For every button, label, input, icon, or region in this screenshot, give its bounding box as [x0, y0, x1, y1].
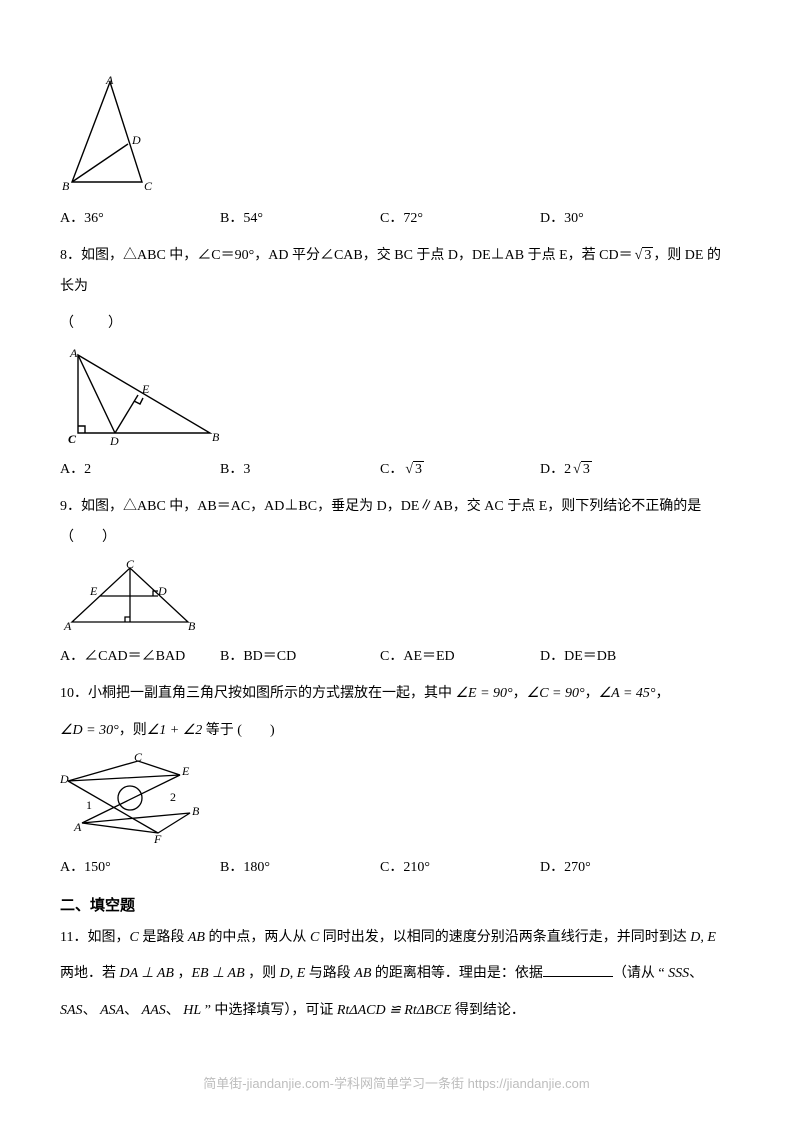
- q8-opt-d: D．23: [540, 458, 592, 478]
- page-root: A B C D A．36° B．54° C．72° D．30° 8．如图，△AB…: [0, 0, 793, 1122]
- q10-options: A．150° B．180° C．210° D．270°: [60, 856, 733, 876]
- q10-line2: ∠D = 30°，则∠1 + ∠2 等于 ( ): [60, 716, 733, 747]
- q9-options: A．∠CAD＝∠BAD B．BD＝CD C．AE＝ED D．DE＝DB: [60, 645, 733, 665]
- q8-opt-c: C．3: [380, 458, 540, 478]
- svg-text:E: E: [181, 764, 190, 778]
- svg-text:C: C: [68, 432, 77, 445]
- q10-opt-a: A．150°: [60, 856, 220, 876]
- q7-opt-d: D．30°: [540, 207, 584, 227]
- q10-svg: D C E A F B 1 2: [60, 753, 205, 843]
- q8-figure: A C B D E: [60, 345, 733, 450]
- q8-opt-b: B．3: [220, 458, 380, 478]
- q9-opt-b: B．BD＝CD: [220, 645, 380, 665]
- q8-d-sqrt: 3: [571, 462, 592, 478]
- q7-opt-c: C．72°: [380, 207, 540, 227]
- q7-opt-a: A．36°: [60, 207, 220, 227]
- svg-text:A: A: [63, 619, 72, 632]
- svg-text:1: 1: [86, 798, 92, 812]
- svg-text:C: C: [126, 560, 135, 571]
- q7-figure: A B C D: [60, 74, 733, 199]
- q9-opt-d: D．DE＝DB: [540, 645, 616, 665]
- svg-text:A: A: [105, 74, 114, 87]
- q8-c-sqrt: 3: [403, 462, 424, 478]
- q11-line2: 两地．若 DA ⊥ AB ，EB ⊥ AB ，则 D, E 与路段 AB 的距离…: [60, 959, 733, 990]
- q8-options: A．2 B．3 C．3 D．23: [60, 458, 733, 478]
- q8-paren-line: （ ）: [60, 309, 733, 340]
- q8-svg: A C B D E: [60, 345, 225, 445]
- q11-line3: SAS、 ASA、 AAS、 HL ” 中选择填写），可证 RtΔACD ≌ R…: [60, 996, 733, 1027]
- svg-text:C: C: [134, 753, 143, 764]
- svg-text:B: B: [188, 619, 196, 632]
- q10-opt-b: B．180°: [220, 856, 380, 876]
- q9-opt-c: C．AE＝ED: [380, 645, 540, 665]
- q8-pre: 8．如图，△ABC 中，∠C＝90°，AD 平分∠CAB，交 BC 于点 D，D…: [60, 248, 633, 263]
- q10-opt-d: D．270°: [540, 856, 591, 876]
- section2-title: 二、填空题: [60, 894, 733, 915]
- q7-options: A．36° B．54° C．72° D．30°: [60, 207, 733, 227]
- svg-text:F: F: [153, 832, 162, 843]
- svg-text:B: B: [192, 804, 200, 818]
- q9-svg: A B C D E: [60, 560, 200, 632]
- q8-text: 8．如图，△ABC 中，∠C＝90°，AD 平分∠CAB，交 BC 于点 D，D…: [60, 241, 733, 303]
- svg-text:2: 2: [170, 790, 176, 804]
- q9-opt-a: A．∠CAD＝∠BAD: [60, 645, 220, 665]
- q7-opt-b: B．54°: [220, 207, 380, 227]
- q9-figure: A B C D E: [60, 560, 733, 637]
- svg-text:D: D: [109, 434, 119, 445]
- q8-sqrt: 3: [633, 241, 654, 272]
- svg-text:A: A: [73, 820, 82, 834]
- q7-svg: A B C D: [60, 74, 160, 194]
- svg-text:E: E: [141, 382, 150, 396]
- q11-line1: 11．如图，C 是路段 AB 的中点，两人从 C 同时出发，以相同的速度分别沿两…: [60, 923, 733, 954]
- svg-text:E: E: [89, 584, 98, 598]
- q11-blank: [543, 964, 613, 977]
- q10-figure: D C E A F B 1 2: [60, 753, 733, 848]
- svg-text:D: D: [60, 772, 69, 786]
- svg-text:D: D: [131, 133, 141, 147]
- page-footer: 简单街-jiandanjie.com-学科网简单学习一条街 https://ji…: [0, 1073, 793, 1092]
- q10-line1: 10．小桐把一副直角三角尺按如图所示的方式摆放在一起，其中 ∠E = 90°，∠…: [60, 679, 733, 710]
- q10-opt-c: C．210°: [380, 856, 540, 876]
- q8-opt-a: A．2: [60, 458, 220, 478]
- svg-text:B: B: [212, 430, 220, 444]
- q9-text: 9．如图，△ABC 中，AB＝AC，AD⊥BC，垂足为 D，DE∥AB，交 AC…: [60, 492, 733, 554]
- q8-paren: （ ）: [60, 316, 124, 331]
- svg-text:D: D: [157, 584, 167, 598]
- svg-text:B: B: [62, 179, 70, 193]
- svg-text:C: C: [144, 179, 153, 193]
- svg-text:A: A: [69, 346, 78, 360]
